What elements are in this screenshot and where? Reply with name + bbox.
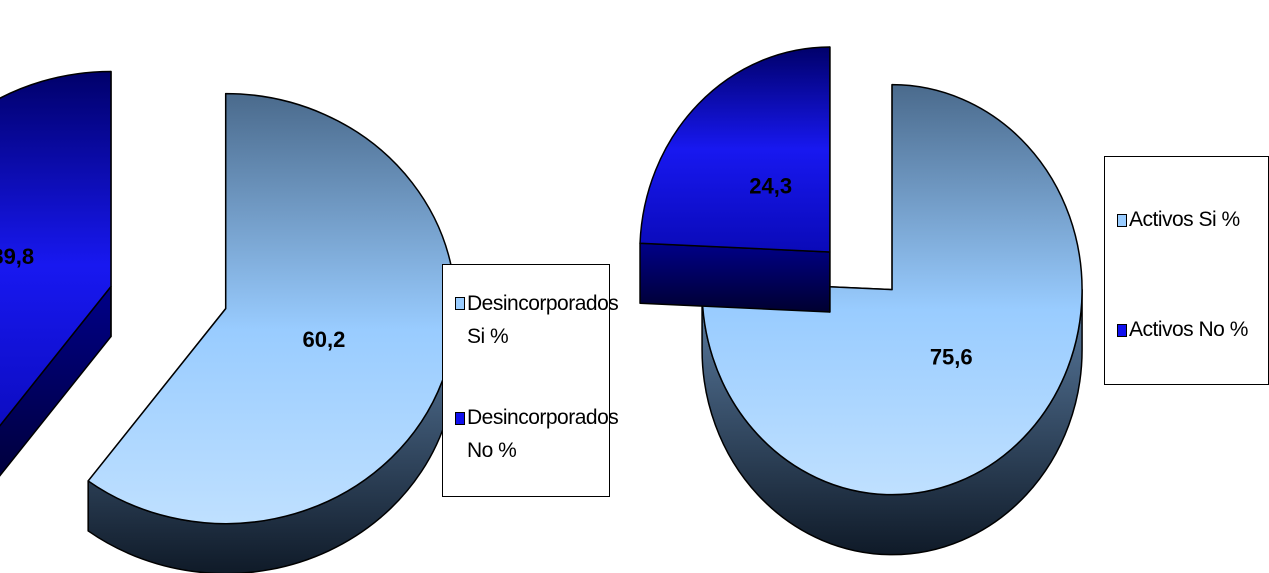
legend-line: Si % bbox=[467, 325, 509, 348]
legend-label-desincorporados-si: Desincorporados Si % bbox=[467, 287, 619, 353]
legend-line: Activos Si % bbox=[1129, 208, 1240, 231]
legend-line: Desincorporados bbox=[467, 406, 619, 429]
data-label-desincorporados-no: 39,8 bbox=[0, 244, 34, 269]
legend-desincorporados: Desincorporados Si % Desincorporados No … bbox=[442, 264, 619, 497]
legend-line: Activos No % bbox=[1129, 318, 1248, 341]
legend-line: No % bbox=[467, 439, 517, 462]
data-label-activos-si: 75,6 bbox=[930, 344, 973, 369]
legend-swatch-desincorporados-no bbox=[455, 412, 465, 425]
legend-swatch-desincorporados-si bbox=[455, 297, 465, 310]
legend-swatch-activos-si bbox=[1117, 214, 1127, 227]
pie-slice-activos-no bbox=[639, 46, 831, 253]
legend-activos: Activos Si % Activos No % bbox=[1104, 156, 1269, 385]
legend-label-activos-no: Activos No % bbox=[1129, 313, 1248, 346]
pie-slice-activos-si bbox=[701, 83, 1083, 496]
pie-slice-wall-activos-no bbox=[639, 242, 831, 313]
data-label-desincorporados-si: 60,2 bbox=[303, 327, 346, 352]
legend-line: Desincorporados bbox=[467, 292, 619, 315]
data-label-activos-no: 24,3 bbox=[749, 173, 792, 198]
legend-label-activos-si: Activos Si % bbox=[1129, 203, 1240, 236]
legend-swatch-activos-no bbox=[1117, 324, 1127, 337]
pie-slice-desincorporados-no bbox=[0, 70, 112, 427]
legend-label-desincorporados-no: Desincorporados No % bbox=[467, 401, 619, 467]
